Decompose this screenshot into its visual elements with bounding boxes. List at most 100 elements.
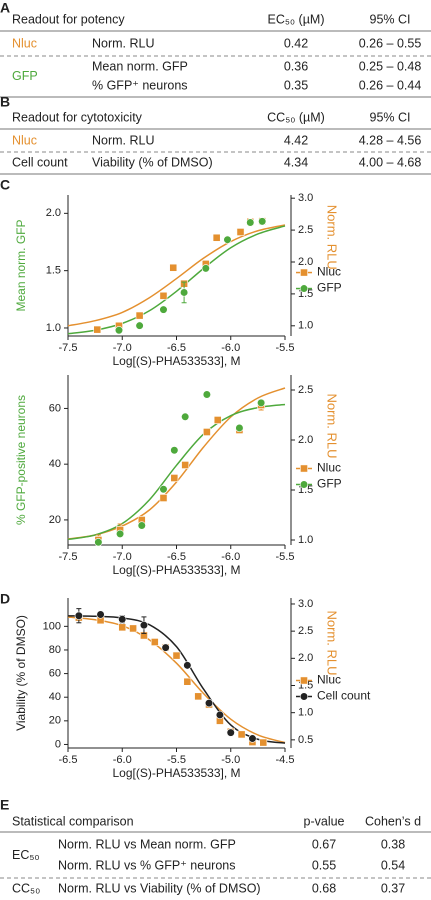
marker-square [237, 730, 246, 739]
y2-axis-label: Norm. RLU [325, 610, 340, 675]
marker-square [159, 291, 168, 300]
fit-curve [67, 224, 286, 327]
legend-label: Cell count [317, 689, 371, 703]
marker-square [135, 311, 144, 320]
x-tick-label: -4.5 [276, 754, 295, 766]
marker-circle [115, 529, 125, 538]
marker-circle [74, 611, 83, 620]
marker-square [172, 651, 181, 660]
group-name: Nluc [12, 133, 37, 147]
y-tick-label: 0 [55, 738, 61, 750]
marker-square [212, 233, 221, 242]
y2-tick-label: 0.5 [298, 734, 313, 746]
marker-square [129, 624, 137, 633]
cell-value: 4.28 – 4.56 [359, 133, 422, 147]
row-label: Norm. RLU vs % GFP⁺ neurons [58, 858, 235, 872]
cell-value: 0.54 [381, 858, 405, 872]
table-header: 95% CI [370, 12, 411, 26]
row-label: Norm. RLU vs Viability (% of DMSO) [58, 881, 261, 895]
legend-label: Nluc [317, 265, 341, 279]
x-tick-label: -6.5 [59, 754, 78, 766]
cell-value: 0.35 [284, 78, 308, 92]
x-tick-label: -6.5 [167, 342, 186, 354]
marker-circle [161, 643, 170, 652]
row-label: Norm. RLU vs Mean norm. GFP [58, 837, 236, 851]
marker-square [300, 676, 308, 685]
row-label: Norm. RLU [92, 36, 155, 50]
marker-circle [135, 321, 144, 330]
cell-value: 0.38 [381, 837, 405, 851]
x-axis-label: Log[(S)-PHA533533], M [112, 354, 240, 368]
cell-value: 0.36 [284, 59, 308, 73]
y-axis-label: Mean norm. GFP [14, 219, 28, 311]
table-header: Statistical comparison [12, 814, 134, 828]
y-tick-label: 60 [49, 402, 61, 414]
table-header: Cohen’s d [365, 814, 421, 828]
y-tick-label: 80 [49, 644, 61, 656]
cell-value: 0.26 – 0.55 [359, 36, 422, 50]
y2-axis-label: Norm. RLU [325, 393, 340, 458]
fit-curve [67, 616, 286, 744]
y-tick-label: 40 [49, 458, 61, 470]
y-tick-label: 1.0 [46, 322, 61, 334]
table-header: Readout for cytotoxicity [12, 110, 143, 124]
y-axis-label: Viability (% of DMSO) [14, 615, 28, 731]
y2-tick-label: 2.5 [298, 625, 313, 637]
marker-circle [159, 485, 168, 494]
group-name: Nluc [12, 36, 37, 50]
marker-square [259, 738, 268, 747]
x-tick-label: -6.0 [221, 551, 240, 563]
marker-circle [204, 699, 214, 708]
fit-curve [67, 225, 286, 335]
marker-circle [226, 728, 235, 737]
legend-label: GFP [317, 281, 342, 295]
group-name: CC₅₀ [12, 881, 40, 895]
marker-circle [94, 538, 103, 547]
x-tick-label: -6.5 [167, 551, 186, 563]
table-header: Readout for potency [12, 12, 125, 26]
x-axis-label: Log[(S)-PHA533533], M [112, 563, 240, 577]
x-tick-label: -7.0 [113, 342, 132, 354]
marker-circle [139, 621, 149, 630]
y2-tick-label: 2.0 [298, 652, 313, 664]
marker-circle [159, 305, 168, 314]
marker-square [183, 677, 192, 686]
marker-square [181, 461, 190, 469]
marker-circle [118, 615, 127, 624]
y-axis-label: % GFP-positive neurons [14, 395, 28, 525]
cell-value: 4.00 – 4.68 [359, 155, 422, 169]
table-header: EC₅₀ (µM) [267, 12, 324, 26]
row-label: Viability (% of DMSO) [92, 155, 213, 169]
panel-label: E [0, 797, 9, 813]
marker-circle [201, 264, 210, 273]
marker-square [213, 416, 222, 424]
row-label: Mean norm. GFP [92, 59, 188, 73]
cell-value: 0.55 [312, 858, 336, 872]
x-tick-label: -7.0 [113, 551, 132, 563]
cell-value: 0.67 [312, 837, 336, 851]
y2-tick-label: 2.0 [298, 256, 313, 268]
y2-tick-label: 2.5 [298, 224, 313, 236]
x-tick-label: -7.5 [59, 551, 78, 563]
row-label: % GFP⁺ neurons [92, 78, 188, 92]
y-tick-label: 60 [49, 667, 61, 679]
marker-circle [299, 692, 309, 701]
marker-circle [183, 661, 192, 670]
legend-label: GFP [317, 477, 342, 491]
group-name: EC₅₀ [12, 848, 40, 862]
table-header: p-value [304, 814, 345, 828]
cell-value: 4.42 [284, 133, 308, 147]
y2-tick-label: 3.0 [298, 598, 313, 610]
marker-circle [170, 446, 179, 455]
marker-circle [179, 288, 189, 297]
legend-label: Nluc [317, 461, 341, 475]
marker-square [236, 228, 245, 236]
marker-circle [299, 480, 309, 489]
y-tick-label: 1.5 [46, 265, 61, 277]
row-label: Norm. RLU [92, 133, 155, 147]
panel-label: B [0, 94, 10, 110]
x-tick-label: -6.0 [113, 754, 132, 766]
marker-circle [246, 218, 255, 227]
